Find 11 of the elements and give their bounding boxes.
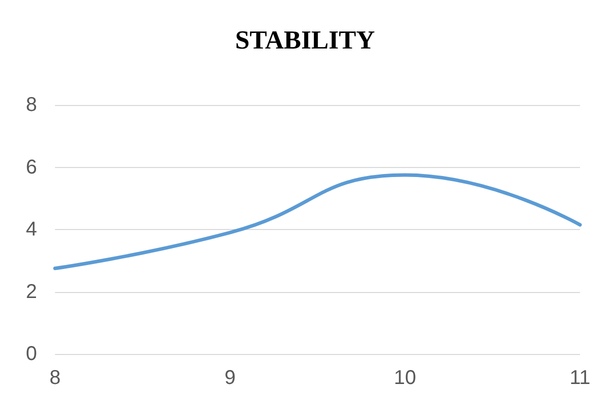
x-tick-label: 9 (224, 367, 236, 389)
y-tick-label: 6 (26, 156, 37, 178)
y-tick-label: 2 (26, 280, 37, 303)
x-tick-label: 11 (570, 367, 590, 389)
x-tick-label: 8 (49, 367, 61, 389)
chart-title: STABILITY (235, 26, 376, 54)
line-series (53, 173, 582, 270)
y-tick-label: 0 (26, 343, 37, 365)
y-tick-label: 4 (26, 218, 37, 240)
x-tick-label: 10 (394, 367, 416, 389)
y-tick-label: 8 (26, 94, 37, 116)
